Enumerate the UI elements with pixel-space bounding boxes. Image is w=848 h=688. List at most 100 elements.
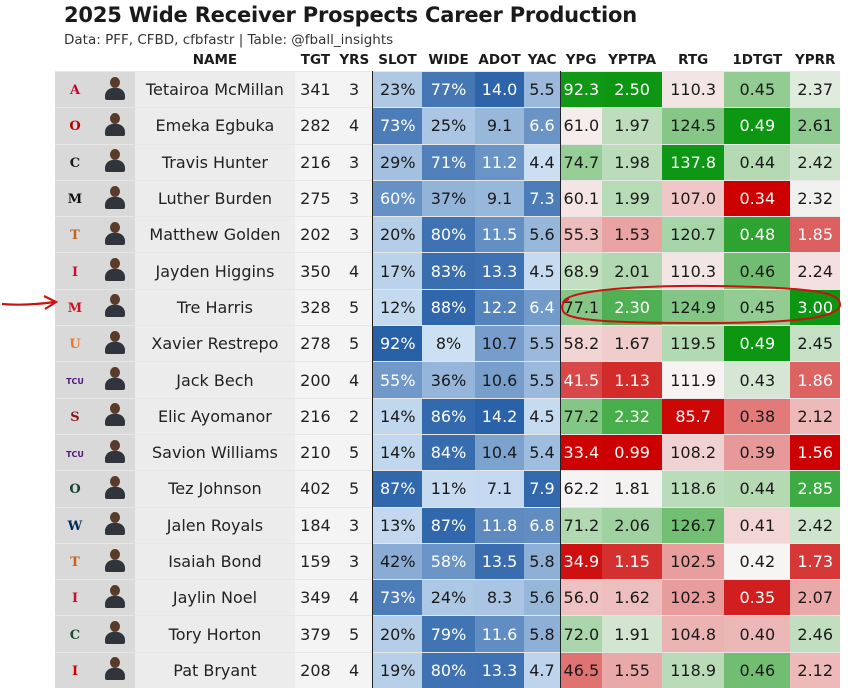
cell-ypg: 46.5 (560, 652, 602, 688)
cell-yrs: 5 (336, 471, 373, 507)
cell-yptpa: 1.53 (602, 217, 662, 253)
cell-adot: 10.7 (475, 326, 524, 362)
team-logo-icon: U (66, 336, 84, 354)
player-name: Emeka Egbuka (135, 108, 295, 144)
cell-yprr: 2.32 (790, 180, 840, 216)
cell-tgt: 200 (295, 362, 336, 398)
cell-yac: 5.5 (524, 72, 560, 108)
player-photo-cell (95, 180, 135, 216)
cell-ypg: 71.2 (560, 507, 602, 543)
cell-tgt: 349 (295, 580, 336, 616)
player-photo-cell (95, 108, 135, 144)
cell-rtg: 118.6 (662, 471, 724, 507)
cell-wide: 84% (422, 434, 475, 470)
cell-slot: 42% (373, 543, 422, 579)
cell-rtg: 120.7 (662, 217, 724, 253)
player-photo-cell (95, 326, 135, 362)
cell-yrs: 3 (336, 180, 373, 216)
cell-yptpa: 1.62 (602, 580, 662, 616)
player-photo-cell (95, 362, 135, 398)
cell-rtg: 102.5 (662, 543, 724, 579)
player-name: Jaylin Noel (135, 580, 295, 616)
cell-yrs: 5 (336, 616, 373, 652)
cell-tgt: 379 (295, 616, 336, 652)
cell-yrs: 4 (336, 580, 373, 616)
team-logo-icon: C (66, 155, 84, 173)
cell-yrs: 3 (336, 144, 373, 180)
cell-yac: 7.9 (524, 471, 560, 507)
cell-ypg: 77.2 (560, 398, 602, 434)
player-photo-cell (95, 398, 135, 434)
player-name: Travis Hunter (135, 144, 295, 180)
page-title: 2025 Wide Receiver Prospects Career Prod… (64, 3, 637, 27)
cell-slot: 29% (373, 144, 422, 180)
cell-wide: 77% (422, 72, 475, 108)
player-avatar-icon (104, 76, 126, 100)
cell-yrs: 3 (336, 72, 373, 108)
team-logo-cell: T (55, 217, 95, 253)
player-photo-cell (95, 580, 135, 616)
player-name: Jayden Higgins (135, 253, 295, 289)
cell-yptpa: 2.06 (602, 507, 662, 543)
cell-dtgt: 0.35 (724, 580, 790, 616)
column-header: NAME (135, 49, 295, 72)
team-logo-icon: M (66, 300, 84, 318)
cell-tgt: 208 (295, 652, 336, 688)
cell-yrs: 4 (336, 253, 373, 289)
player-avatar-icon (104, 584, 126, 608)
cell-tgt: 159 (295, 543, 336, 579)
cell-wide: 79% (422, 616, 475, 652)
column-header (95, 49, 135, 72)
cell-wide: 71% (422, 144, 475, 180)
column-header (55, 49, 95, 72)
cell-yrs: 5 (336, 326, 373, 362)
team-logo-cell: O (55, 471, 95, 507)
cell-dtgt: 0.49 (724, 326, 790, 362)
column-header: RTG (662, 49, 724, 72)
cell-yrs: 3 (336, 217, 373, 253)
cell-adot: 11.6 (475, 616, 524, 652)
cell-dtgt: 0.45 (724, 72, 790, 108)
player-avatar-icon (104, 366, 126, 390)
cell-ypg: 74.7 (560, 144, 602, 180)
cell-slot: 23% (373, 72, 422, 108)
column-header: YPG (560, 49, 602, 72)
cell-adot: 11.2 (475, 144, 524, 180)
cell-ypg: 34.9 (560, 543, 602, 579)
player-photo-cell (95, 543, 135, 579)
cell-tgt: 184 (295, 507, 336, 543)
cell-tgt: 341 (295, 72, 336, 108)
cell-rtg: 124.5 (662, 108, 724, 144)
cell-dtgt: 0.42 (724, 543, 790, 579)
player-name: Tetairoa McMillan (135, 72, 295, 108)
team-logo-icon: C (66, 627, 84, 645)
cell-adot: 14.0 (475, 72, 524, 108)
cell-yrs: 4 (336, 108, 373, 144)
player-photo-cell (95, 616, 135, 652)
cell-yrs: 5 (336, 434, 373, 470)
cell-wide: 87% (422, 507, 475, 543)
cell-ypg: 92.3 (560, 72, 602, 108)
cell-dtgt: 0.46 (724, 652, 790, 688)
column-header: 1DTGT (724, 49, 790, 72)
cell-yac: 5.6 (524, 580, 560, 616)
cell-dtgt: 0.48 (724, 217, 790, 253)
cell-wide: 36% (422, 362, 475, 398)
cell-dtgt: 0.41 (724, 507, 790, 543)
column-header: ADOT (475, 49, 524, 72)
cell-yrs: 2 (336, 398, 373, 434)
cell-wide: 37% (422, 180, 475, 216)
cell-tgt: 275 (295, 180, 336, 216)
player-avatar-icon (104, 439, 126, 463)
cell-tgt: 350 (295, 253, 336, 289)
cell-tgt: 216 (295, 398, 336, 434)
cell-slot: 73% (373, 108, 422, 144)
cell-slot: 19% (373, 652, 422, 688)
cell-yprr: 2.46 (790, 616, 840, 652)
